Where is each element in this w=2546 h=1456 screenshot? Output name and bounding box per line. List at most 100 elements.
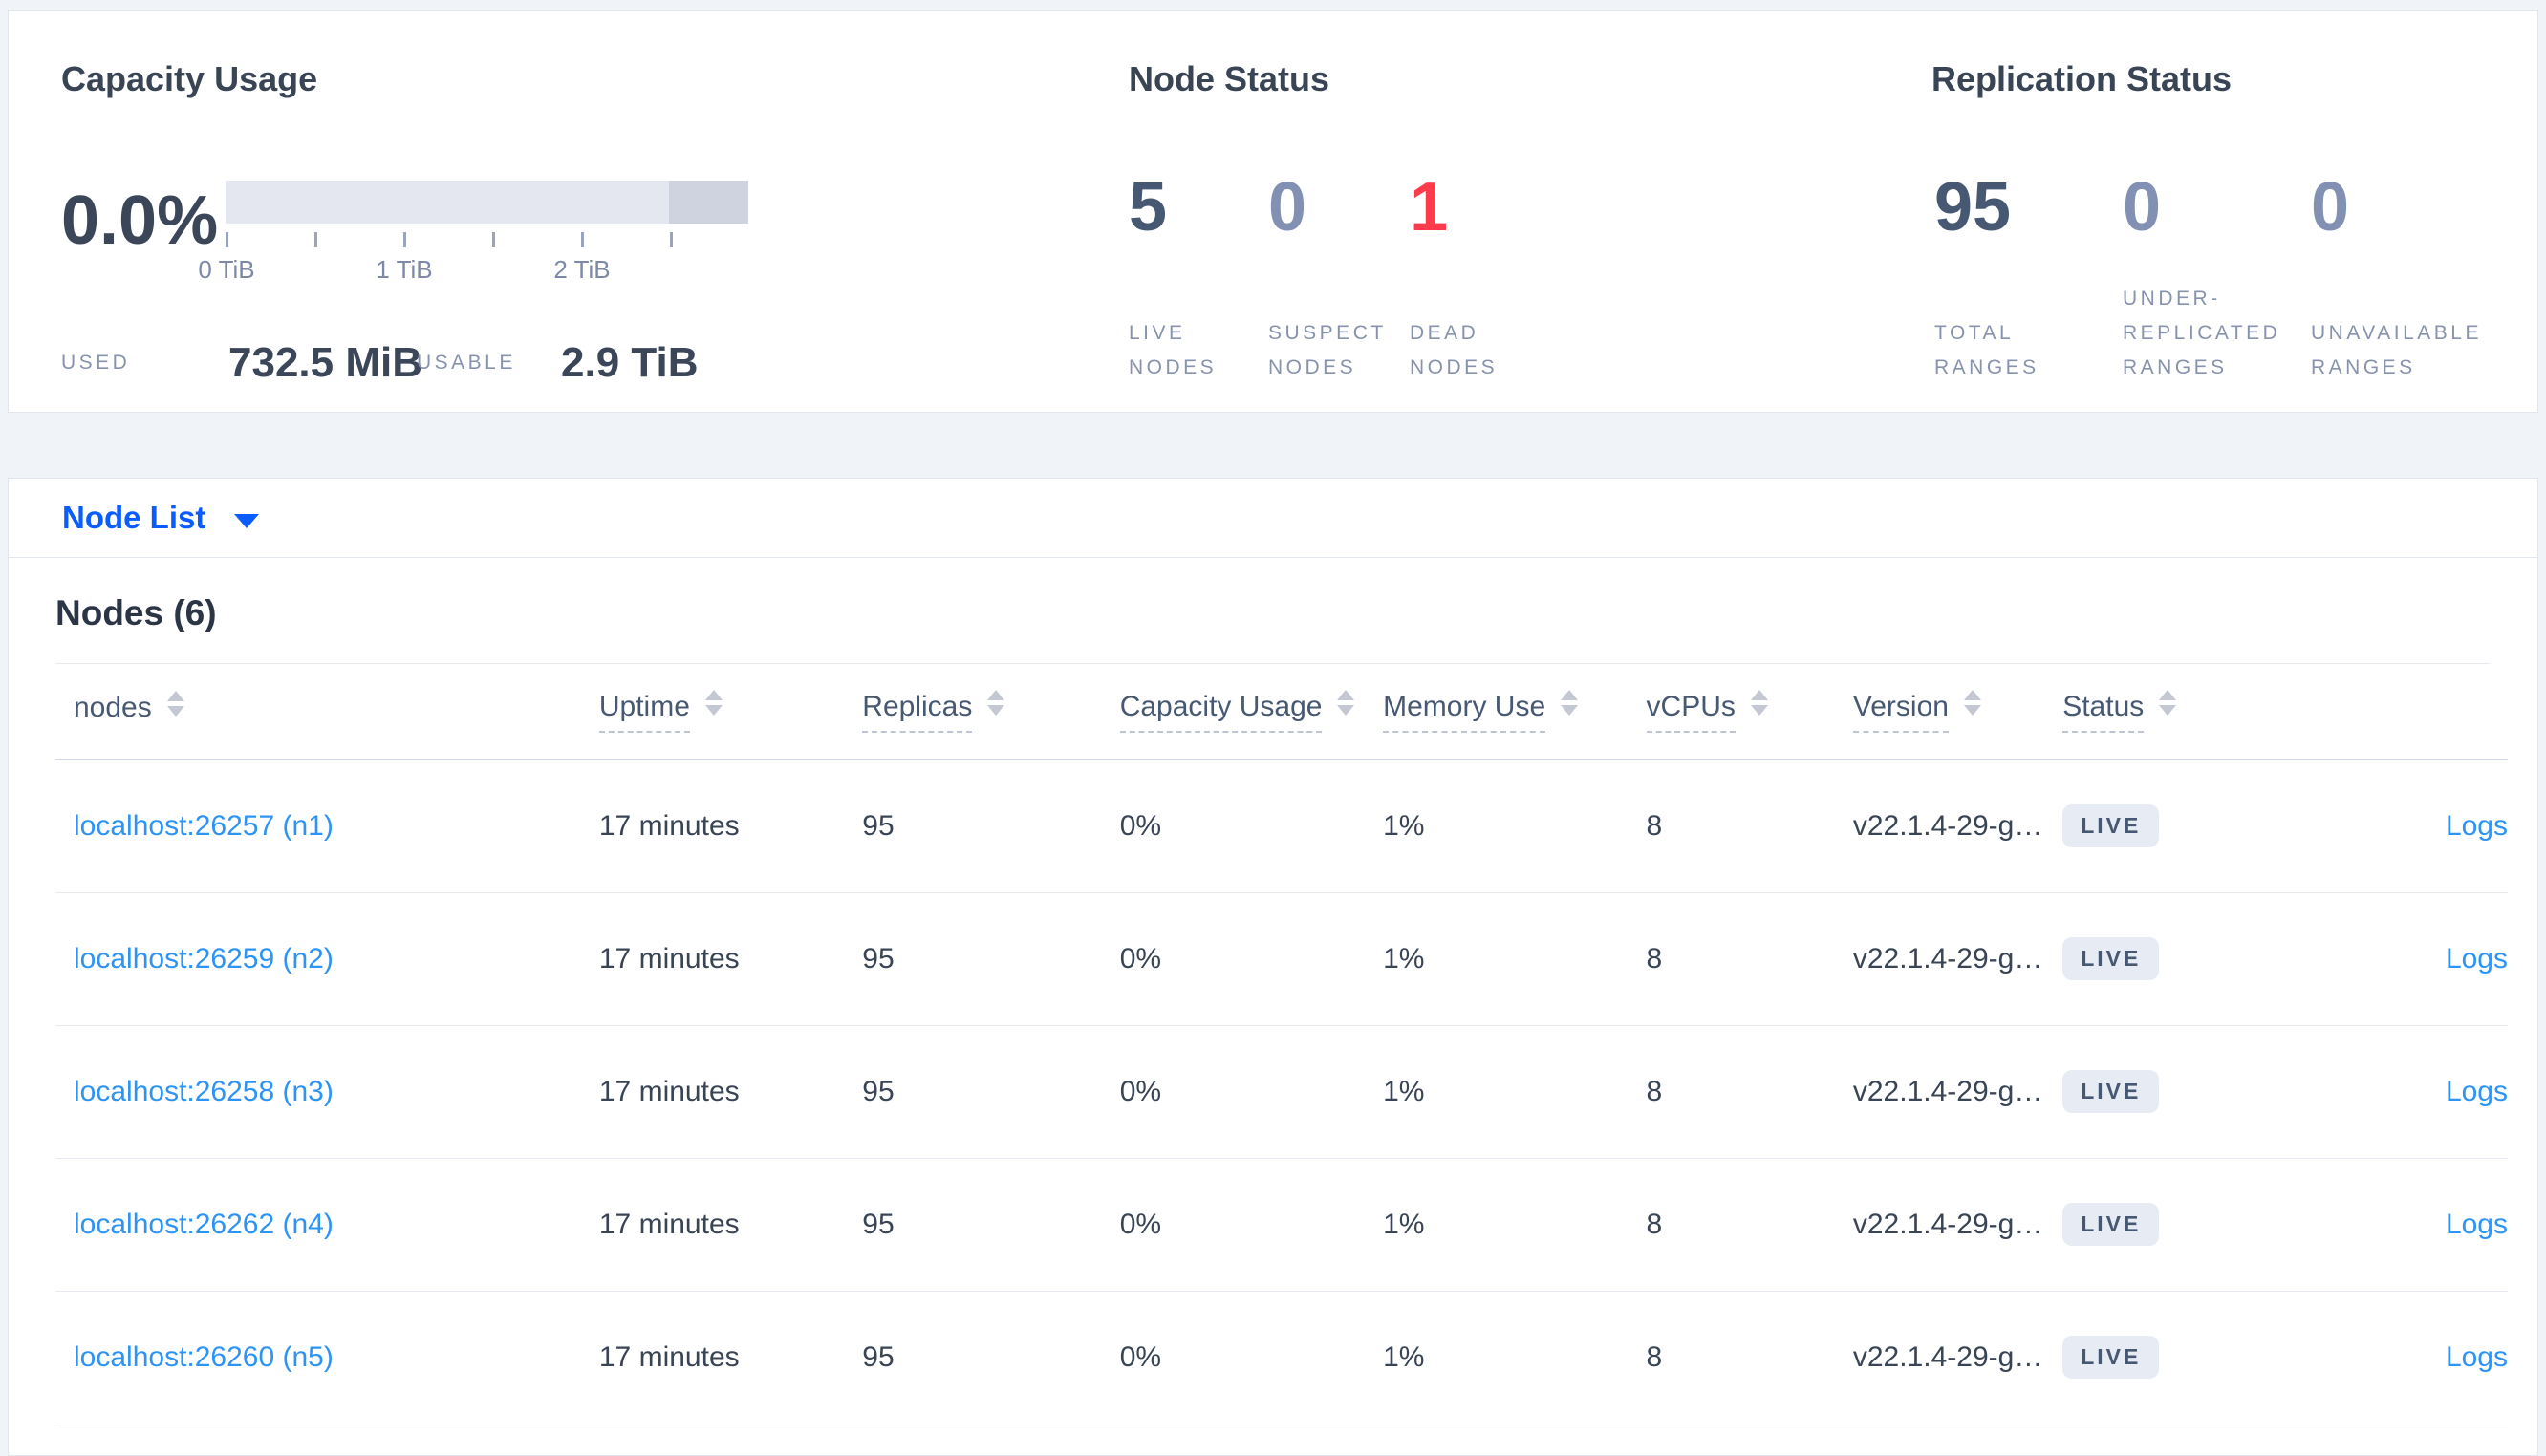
status-badge: LIVE <box>2062 1336 2160 1379</box>
uptime-cell: 17 minutes <box>598 1208 740 1240</box>
capacity-bar-chart <box>226 181 748 224</box>
memory-cell: 1% <box>1383 1075 1425 1107</box>
table-row: localhost:26258 (n3) 17 minutes 95 0% 1%… <box>55 1025 2508 1158</box>
vcpus-cell: 8 <box>1646 1075 1663 1107</box>
node-link[interactable]: localhost:26258 (n3) <box>74 1075 334 1107</box>
column-header-memory-use[interactable]: Memory Use <box>1383 664 1646 760</box>
status-badge: LIVE <box>2062 804 2160 848</box>
axis-tick <box>581 232 584 247</box>
memory-cell: 1% <box>1383 809 1425 842</box>
version-cell: v22.1.4-29-g… <box>1852 1075 2043 1107</box>
memory-cell: 1% <box>1383 1208 1425 1240</box>
column-header-replicas[interactable]: Replicas <box>862 664 1119 760</box>
live-nodes-count: 5 <box>1129 169 1168 246</box>
logs-link[interactable]: Logs <box>2445 942 2508 974</box>
capacity-cell: 0% <box>1119 1075 1162 1107</box>
vcpus-cell: 8 <box>1646 942 1663 974</box>
version-cell: v22.1.4-29-g… <box>1852 1208 2043 1240</box>
status-badge: LIVE <box>2062 1070 2160 1113</box>
suspect-nodes-label: SUSPECT NODES <box>1268 322 1387 378</box>
logs-link[interactable]: Logs <box>2445 1208 2508 1240</box>
column-header-version[interactable]: Version <box>1852 664 2062 760</box>
logs-link[interactable]: Logs <box>2445 809 2508 842</box>
capacity-cell: 0% <box>1119 942 1162 974</box>
axis-tick <box>226 232 228 247</box>
capacity-bar-reserved-segment <box>669 181 748 224</box>
axis-tick <box>314 232 317 247</box>
sort-icon[interactable] <box>2159 690 2177 717</box>
total-ranges-stat: 95 TOTAL RANGES <box>1934 58 2087 385</box>
under-replicated-ranges-stat: 0 UNDER-REPLICATED RANGES <box>2123 58 2328 385</box>
under-replicated-label: UNDER-REPLICATED RANGES <box>2123 288 2281 378</box>
axis-tick <box>403 232 406 247</box>
vcpus-cell: 8 <box>1646 1208 1663 1240</box>
capacity-bar-usable-segment <box>226 181 669 224</box>
axis-tick-label: 2 TiB <box>553 255 611 284</box>
nodes-panel: Nodes (6) nodes Uptime Replicas Capacity… <box>8 558 2538 1456</box>
axis-tick <box>492 232 495 247</box>
axis-tick <box>670 232 673 247</box>
uptime-cell: 17 minutes <box>598 1075 740 1107</box>
version-cell: v22.1.4-29-g… <box>1852 942 2043 974</box>
view-selector-bar: Node List <box>8 478 2538 558</box>
column-header-uptime[interactable]: Uptime <box>598 664 862 760</box>
nodes-section-title: Nodes (6) <box>55 558 2491 664</box>
replication-status-title: Replication Status <box>1931 59 2233 98</box>
suspect-nodes-count: 0 <box>1268 169 1307 246</box>
usable-label: USABLE <box>417 352 516 374</box>
node-link[interactable]: localhost:26259 (n2) <box>74 942 334 974</box>
node-link[interactable]: localhost:26257 (n1) <box>74 809 334 842</box>
column-header-logs-spacer <box>2306 664 2508 760</box>
vcpus-cell: 8 <box>1646 809 1663 842</box>
sort-icon[interactable] <box>704 690 723 717</box>
node-list-dropdown[interactable]: Node List <box>62 500 260 536</box>
dead-nodes-label: DEAD NODES <box>1410 322 1499 378</box>
logs-link[interactable]: Logs <box>2445 1340 2508 1373</box>
usable-value: 2.9 TiB <box>561 339 699 386</box>
replicas-cell: 95 <box>862 942 895 974</box>
sort-icon[interactable] <box>166 691 184 717</box>
node-link[interactable]: localhost:26262 (n4) <box>74 1208 334 1240</box>
node-link[interactable]: localhost:26260 (n5) <box>74 1340 334 1373</box>
table-header-row: nodes Uptime Replicas Capacity Usage Mem… <box>55 664 2508 760</box>
capacity-used-usable-row: USED 732.5 MiB USABLE 2.9 TiB <box>61 335 826 387</box>
status-badge: LIVE <box>2062 937 2160 980</box>
replicas-cell: 95 <box>862 1208 895 1240</box>
uptime-cell: 17 minutes <box>598 1340 740 1373</box>
capacity-usage-section: Capacity Usage 0.0% 0 TiB 1 TiB 2 TiB US… <box>61 58 1074 387</box>
status-badge: LIVE <box>2062 1203 2160 1246</box>
replication-status-section: Replication Status 95 TOTAL RANGES 0 UND… <box>1931 58 2524 385</box>
logs-link[interactable]: Logs <box>2445 1075 2508 1107</box>
table-row: localhost:26259 (n2) 17 minutes 95 0% 1%… <box>55 892 2508 1025</box>
capacity-cell: 0% <box>1119 1340 1162 1373</box>
unavailable-label: UNAVAILABLE RANGES <box>2311 322 2482 378</box>
node-status-section: Node Status 5 LIVE NODES 0 SUSPECT NODES… <box>1129 58 1893 385</box>
sort-icon[interactable] <box>1561 690 1579 717</box>
memory-cell: 1% <box>1383 942 1425 974</box>
axis-tick-label: 0 TiB <box>198 255 255 284</box>
replicas-cell: 95 <box>862 1340 895 1373</box>
node-status-title: Node Status <box>1129 59 1330 98</box>
version-cell: v22.1.4-29-g… <box>1852 809 2043 842</box>
nodes-table: nodes Uptime Replicas Capacity Usage Mem… <box>55 664 2508 1424</box>
sort-icon[interactable] <box>1750 690 1768 717</box>
table-row: localhost:26260 (n5) 17 minutes 95 0% 1%… <box>55 1291 2508 1424</box>
sort-icon[interactable] <box>987 690 1005 717</box>
live-nodes-label: LIVE NODES <box>1129 322 1218 378</box>
sort-icon[interactable] <box>1337 690 1355 717</box>
sort-icon[interactable] <box>1963 690 1981 717</box>
column-header-nodes[interactable]: nodes <box>55 664 599 760</box>
unavailable-count: 0 <box>2311 169 2350 246</box>
capacity-percent: 0.0% <box>61 182 219 259</box>
dead-nodes-count: 1 <box>1410 169 1449 246</box>
memory-cell: 1% <box>1383 1340 1425 1373</box>
replicas-cell: 95 <box>862 809 895 842</box>
suspect-nodes-stat: 0 SUSPECT NODES <box>1268 58 1397 385</box>
column-header-vcpus[interactable]: vCPUs <box>1646 664 1853 760</box>
capacity-cell: 0% <box>1119 809 1162 842</box>
cluster-summary-panel: Capacity Usage 0.0% 0 TiB 1 TiB 2 TiB US… <box>8 10 2538 413</box>
column-header-status[interactable]: Status <box>2062 664 2305 760</box>
vcpus-cell: 8 <box>1646 1340 1663 1373</box>
column-header-capacity-usage[interactable]: Capacity Usage <box>1119 664 1383 760</box>
under-replicated-count: 0 <box>2123 169 2162 246</box>
